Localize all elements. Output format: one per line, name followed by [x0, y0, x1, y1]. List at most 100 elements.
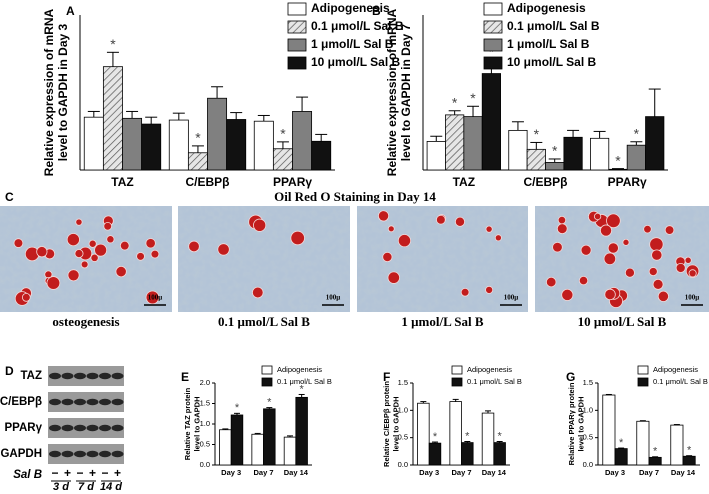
- lipid-droplet: [377, 210, 390, 222]
- x-tick-label: PPARγ: [608, 175, 647, 189]
- y-tick-label: 0.5: [398, 433, 408, 442]
- panel-label: E: [181, 370, 189, 384]
- lipid-droplet: [150, 249, 160, 259]
- bar: [253, 120, 274, 171]
- error-bar: [257, 114, 270, 122]
- error-bar: [530, 141, 543, 150]
- error-bar: [420, 401, 427, 404]
- lipid-droplet: [115, 266, 127, 278]
- error-bar: [630, 141, 643, 146]
- significance-mark: *: [452, 94, 458, 110]
- lipid-droplet: [436, 214, 446, 225]
- significance-mark: *: [615, 152, 621, 168]
- error-bar: [511, 121, 524, 131]
- image-label: 0.1 μmol/L Sal B: [218, 314, 310, 329]
- error-bar: [673, 424, 680, 426]
- y-axis-label: Relative C/EBPβ protein: [382, 381, 391, 467]
- bar: [283, 436, 297, 466]
- legend-label: 1 μmol/L Sal B: [311, 37, 394, 51]
- lipid-droplet: [80, 260, 89, 269]
- blot-band: [86, 424, 99, 432]
- error-bar: [315, 133, 328, 142]
- y-axis-label: Relative expression of mRNA: [42, 8, 56, 176]
- bar: [602, 394, 616, 466]
- blot-band: [74, 398, 86, 406]
- lipid-droplet: [552, 241, 563, 253]
- error-bar: [496, 440, 503, 443]
- lipid-droplet: [136, 252, 145, 261]
- scale-label: 100μ: [685, 294, 700, 302]
- blot-band: [49, 372, 61, 380]
- blot-band: [111, 398, 124, 406]
- error-bar: [211, 86, 224, 99]
- error-bar: [172, 112, 185, 121]
- error-bar: [126, 110, 139, 119]
- treatment-sign: +: [89, 466, 96, 480]
- y-tick-label: 0.0: [398, 460, 408, 469]
- legend-swatch: [287, 20, 307, 34]
- x-tick-label: Day 3: [419, 468, 439, 477]
- error-bar: [686, 455, 693, 457]
- lipid-droplet: [74, 249, 84, 258]
- lipid-droplet: [557, 216, 567, 225]
- lipid-droplet: [290, 230, 305, 246]
- lipid-droplet: [21, 293, 31, 302]
- blot-band: [99, 450, 111, 458]
- significance-mark: *: [489, 43, 495, 59]
- bar: [682, 455, 696, 466]
- blot-band: [86, 372, 99, 380]
- bar: [645, 116, 665, 171]
- blot-band: [86, 398, 99, 406]
- y-axis-label: level to GAPDH in Day 3: [56, 23, 70, 161]
- lipid-droplet: [485, 225, 493, 233]
- lipid-droplet: [580, 244, 592, 256]
- panel-label: A: [66, 4, 75, 18]
- blot-band: [49, 398, 61, 406]
- bar: [295, 396, 308, 466]
- lipid-droplet: [604, 288, 616, 301]
- significance-mark: *: [195, 130, 201, 146]
- lipid-droplet: [217, 243, 230, 256]
- lipid-droplet: [119, 240, 130, 251]
- bar: [648, 456, 662, 466]
- bar: [526, 148, 546, 171]
- significance-mark: *: [280, 126, 286, 142]
- blot-band: [111, 372, 124, 380]
- bar: [168, 119, 189, 171]
- panel-label: B: [372, 4, 381, 18]
- x-tick-label: Day 7: [451, 468, 471, 477]
- legend-label: 10 μmol/L Sal B: [311, 55, 400, 69]
- panel-label: D: [5, 364, 14, 378]
- significance-mark: *: [110, 36, 116, 52]
- legend-label: 1 μmol/L Sal B: [507, 37, 590, 51]
- treatment-sign: −: [76, 466, 83, 480]
- lipid-droplet: [90, 253, 99, 262]
- bar: [545, 162, 565, 171]
- lipid-droplet: [651, 249, 663, 261]
- bar: [508, 129, 528, 171]
- error-bar: [567, 129, 580, 138]
- lipid-droplet: [145, 238, 156, 249]
- bar: [141, 123, 162, 171]
- bar: [187, 152, 208, 171]
- blot-band: [49, 450, 61, 458]
- bar: [608, 168, 628, 171]
- lipid-droplet: [649, 237, 664, 252]
- legend-swatch: [261, 365, 273, 375]
- significance-mark: *: [552, 143, 558, 159]
- bar: [311, 140, 332, 171]
- bar: [445, 114, 465, 171]
- image-label: osteogenesis: [52, 314, 119, 329]
- legend-label: 0.1 μmol/L Sal B: [467, 377, 522, 386]
- error-bar: [652, 456, 659, 458]
- error-bar: [222, 428, 229, 430]
- x-tick-label: Day 7: [639, 468, 659, 477]
- lipid-droplet: [382, 251, 393, 263]
- lipid-droplet: [578, 275, 589, 286]
- lipid-droplet: [188, 240, 200, 253]
- error-bar: [464, 440, 471, 443]
- error-bar: [431, 441, 438, 444]
- error-bar: [287, 435, 294, 438]
- legend-label: Adipogenesis: [653, 365, 698, 374]
- lipid-droplet: [684, 256, 692, 264]
